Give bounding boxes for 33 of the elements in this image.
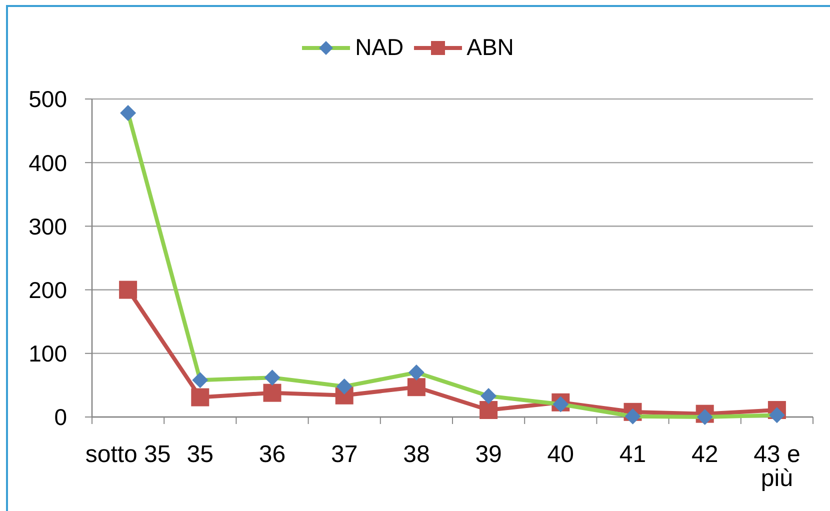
point (696, 409, 713, 425)
x-tick-label: 40 (547, 441, 574, 468)
point (119, 280, 138, 299)
point (263, 384, 282, 402)
y-tick-label: 500 (28, 86, 67, 112)
point (336, 378, 352, 394)
point (768, 407, 785, 424)
x-tick-label: 43 e più (754, 441, 800, 492)
x-tick-label: 38 (403, 441, 430, 468)
y-tick-label: 100 (28, 340, 67, 367)
y-tick-label: 300 (28, 213, 67, 240)
point (264, 370, 280, 386)
y-tick-label: 200 (28, 276, 67, 303)
point (408, 364, 424, 380)
x-tick-label: sotto 35 (85, 441, 171, 468)
x-tick-label: 41 (619, 441, 646, 468)
x-tick-label: 39 (475, 441, 502, 468)
x-tick-label: 35 (186, 441, 214, 468)
x-tick-label: 42 (692, 441, 718, 468)
point (552, 396, 569, 412)
point (480, 388, 497, 404)
x-tick-label: 37 (331, 441, 358, 468)
x-tick-label: 36 (258, 441, 286, 468)
legend-label: NAD (355, 34, 404, 61)
point (192, 372, 208, 388)
point (407, 378, 426, 396)
y-tick-label: 0 (54, 404, 67, 430)
point (624, 408, 641, 424)
y-tick-label: 400 (28, 150, 67, 176)
point (191, 388, 210, 406)
point (480, 401, 498, 420)
point (120, 104, 136, 121)
legend-label: ABN (466, 34, 514, 61)
